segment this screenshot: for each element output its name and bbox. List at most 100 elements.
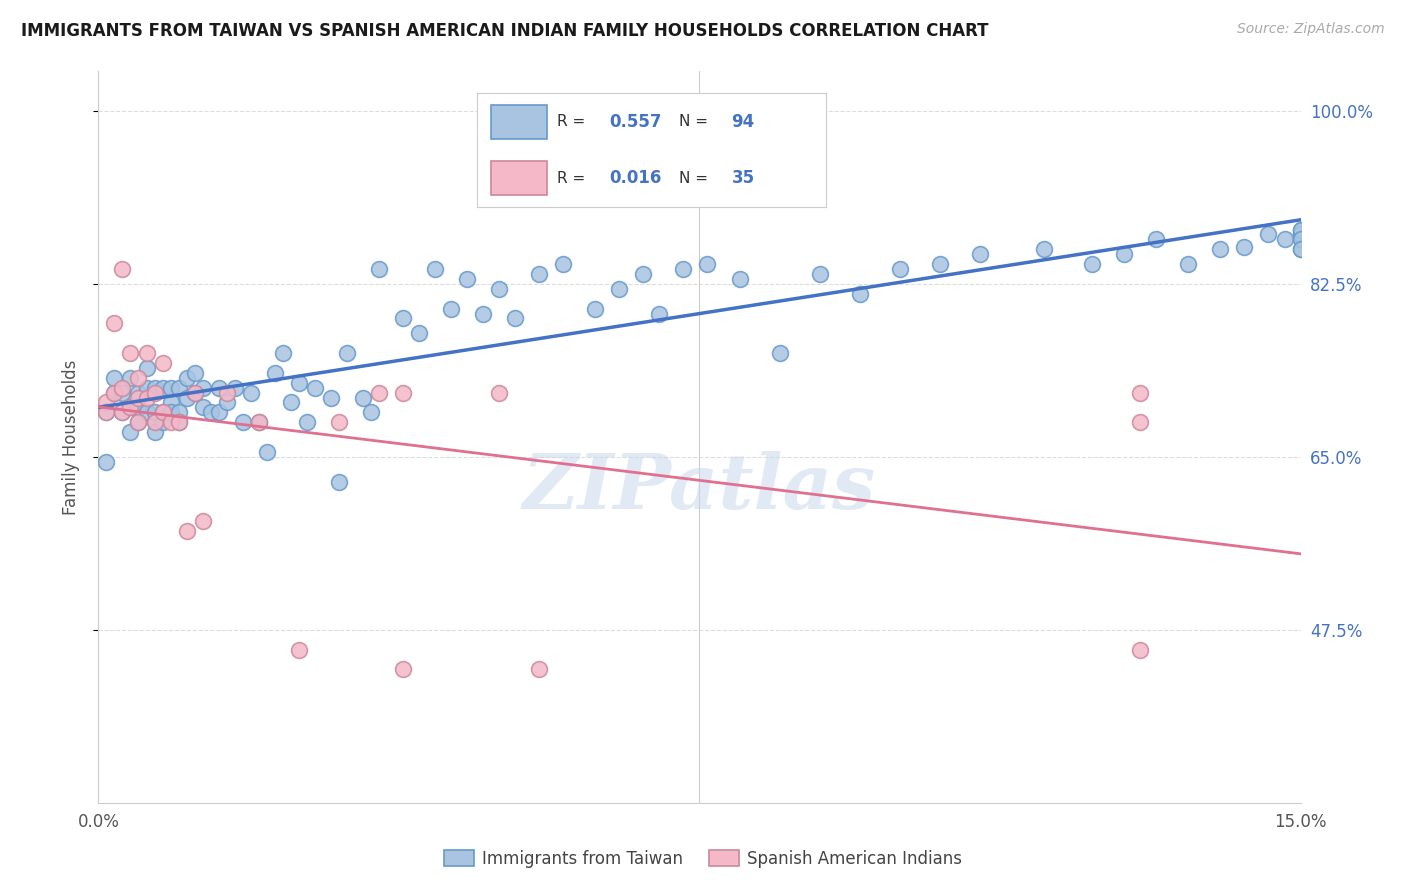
Point [553,257,575,271]
Point [696,257,718,271]
Point [159,405,181,419]
Point [103,371,125,385]
Point [159,381,181,395]
Point [889,262,911,277]
Point [328,415,350,429]
Point [120,401,142,415]
Point [423,262,446,277]
Point [648,306,671,320]
Point [529,267,551,281]
Point [488,385,510,400]
Point [135,360,157,375]
Point [271,346,294,360]
Point [408,326,430,341]
Point [472,306,495,320]
Y-axis label: Family Households: Family Households [62,359,80,515]
Point [167,381,190,395]
Point [304,381,326,395]
Point [1114,247,1136,261]
Point [1129,385,1152,400]
Point [111,405,134,419]
Point [128,371,150,385]
Point [1289,232,1312,246]
Point [191,381,214,395]
Point [143,381,166,395]
Point [1289,222,1312,236]
Point [456,272,478,286]
Point [111,262,134,277]
Point [1033,242,1056,256]
Point [128,415,150,429]
Point [176,391,198,405]
Point [1289,232,1312,246]
Point [143,405,166,419]
Point [152,405,174,419]
Point [111,381,134,395]
Point [191,401,214,415]
Point [392,385,415,400]
Point [1274,232,1296,246]
Point [96,395,118,409]
Point [120,425,142,439]
Point [368,262,391,277]
Point [1257,227,1279,242]
Point [208,405,231,419]
Point [1289,242,1312,256]
Point [96,405,118,419]
Point [728,272,751,286]
Point [1129,642,1152,657]
Point [440,301,463,316]
Point [529,662,551,676]
Point [128,415,150,429]
Point [191,514,214,528]
Point [295,415,318,429]
Point [503,311,526,326]
Point [247,415,270,429]
Text: IMMIGRANTS FROM TAIWAN VS SPANISH AMERICAN INDIAN FAMILY HOUSEHOLDS CORRELATION : IMMIGRANTS FROM TAIWAN VS SPANISH AMERIC… [21,22,988,40]
Point [280,395,302,409]
Point [1233,240,1256,254]
Point [103,317,125,331]
Point [143,415,166,429]
Point [583,301,606,316]
Point [215,395,238,409]
Point [159,415,181,429]
Point [135,346,157,360]
Point [328,475,350,489]
Point [1289,242,1312,256]
Point [143,415,166,429]
Point [128,385,150,400]
Point [167,415,190,429]
Point [633,267,655,281]
Point [969,247,991,261]
Point [336,346,359,360]
Point [488,282,510,296]
Point [368,385,391,400]
Point [103,385,125,400]
Point [159,395,181,409]
Point [152,415,174,429]
Point [135,405,157,419]
Point [128,391,150,405]
Point [672,262,695,277]
Point [256,445,278,459]
Point [288,376,311,390]
Point [200,405,222,419]
Point [1144,232,1167,246]
Point [167,405,190,419]
Point [120,371,142,385]
Point [247,415,270,429]
Point [176,524,198,538]
Point [120,401,142,415]
Point [215,385,238,400]
Text: ZIPatlas: ZIPatlas [523,451,876,525]
Point [1289,222,1312,236]
Point [152,381,174,395]
Point [769,346,792,360]
Point [352,391,374,405]
Point [849,286,872,301]
Point [167,415,190,429]
Point [96,405,118,419]
Point [143,385,166,400]
Point [609,282,631,296]
